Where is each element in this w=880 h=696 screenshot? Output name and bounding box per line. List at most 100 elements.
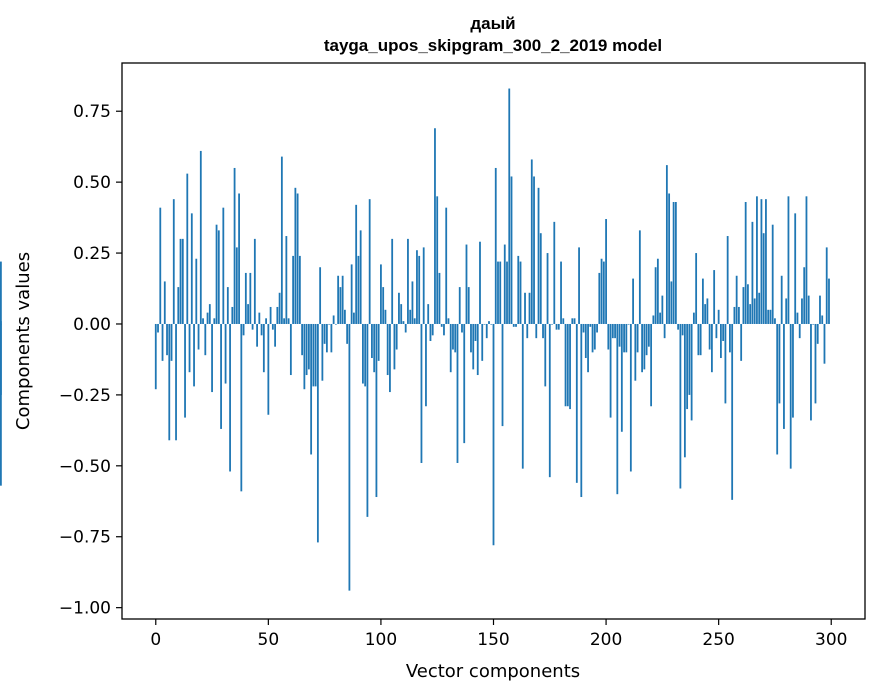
bar (258, 312, 261, 324)
bar (490, 323, 493, 325)
bar (553, 221, 556, 324)
bar (202, 318, 204, 324)
bar (801, 298, 803, 324)
bar (499, 261, 502, 324)
bar (310, 323, 313, 455)
bar (204, 323, 207, 356)
bar (364, 323, 367, 387)
bar (731, 323, 734, 500)
bar (722, 323, 725, 341)
bar (247, 304, 249, 324)
bar (616, 323, 619, 495)
bar (404, 323, 407, 333)
bar (465, 244, 468, 324)
bar (780, 275, 783, 324)
bar (670, 281, 673, 324)
x-axis-label: Vector components (406, 661, 580, 682)
bar (0, 321, 2, 324)
bar (472, 323, 475, 370)
y-tick-label: 0.00 (73, 315, 111, 335)
bar (686, 323, 689, 410)
bar (798, 323, 801, 339)
y-tick-label: −0.25 (59, 386, 111, 406)
bar (578, 247, 580, 324)
bar (348, 323, 351, 591)
bar (706, 298, 709, 324)
bar (589, 323, 592, 327)
bar (172, 199, 175, 324)
bar (562, 318, 565, 324)
bar (181, 238, 184, 324)
bar (0, 323, 2, 486)
bar (501, 323, 504, 427)
bar (289, 323, 292, 376)
bar (262, 323, 265, 373)
bar (334, 323, 337, 325)
bar (528, 292, 531, 324)
bar (249, 272, 252, 324)
bar (458, 287, 461, 324)
bar (593, 323, 596, 350)
bar (792, 323, 794, 418)
bar (828, 278, 830, 324)
bar (402, 321, 405, 324)
bar (825, 247, 828, 324)
bar (760, 199, 763, 324)
bar (476, 323, 479, 376)
bar (711, 323, 713, 373)
bar (611, 323, 614, 339)
bar (733, 306, 736, 324)
bars-group (0, 88, 830, 591)
bar (643, 323, 646, 370)
bar (485, 323, 488, 339)
bar (346, 323, 349, 344)
bar (503, 244, 506, 324)
bar (434, 128, 436, 324)
bar (796, 312, 799, 324)
bar (447, 318, 450, 324)
bar (810, 323, 812, 421)
x-tick-label: 250 (702, 630, 734, 650)
bar (623, 323, 625, 353)
bar (213, 318, 216, 324)
bar (454, 323, 457, 353)
bar (443, 323, 445, 336)
bar (751, 221, 754, 324)
x-tick-label: 0 (150, 630, 161, 650)
bar (582, 323, 585, 333)
bar (409, 309, 412, 324)
bar (656, 258, 659, 324)
chart-title: даый (470, 14, 515, 33)
bar (677, 323, 680, 330)
x-tick-label: 50 (258, 630, 280, 650)
bar (521, 323, 524, 469)
bar (720, 323, 722, 359)
bar (600, 258, 603, 324)
bar (672, 202, 675, 324)
bar (217, 230, 220, 324)
bar (774, 318, 776, 324)
bar (429, 323, 432, 341)
bar (199, 150, 202, 324)
plot-frame (121, 62, 866, 620)
bar (256, 323, 258, 347)
bar (692, 312, 695, 324)
bar (679, 323, 682, 489)
bar (492, 323, 495, 546)
bar (323, 323, 326, 344)
bar (805, 196, 808, 324)
bar (596, 323, 598, 333)
bar (668, 193, 671, 324)
bar (337, 275, 340, 324)
bar (650, 323, 653, 407)
bar (508, 88, 511, 324)
bar (771, 224, 774, 324)
bar (807, 295, 810, 324)
bar (193, 323, 195, 387)
bar (276, 306, 279, 324)
bar (452, 323, 454, 350)
bar (253, 238, 256, 324)
bar (283, 318, 286, 324)
bar (742, 287, 745, 324)
